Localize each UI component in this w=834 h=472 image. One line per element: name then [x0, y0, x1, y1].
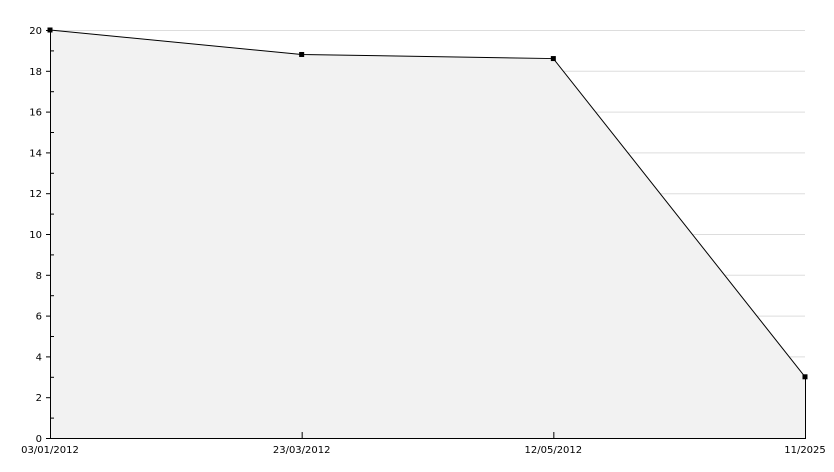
x-tick-label: 11/2025	[784, 445, 826, 456]
area-fill	[50, 30, 805, 438]
y-tick-label: 16	[29, 108, 42, 119]
y-tick-label: 2	[36, 393, 42, 404]
y-tick-label: 10	[29, 230, 42, 241]
y-tick-label: 12	[29, 189, 42, 200]
data-point	[47, 27, 53, 33]
data-point	[802, 374, 808, 380]
y-tick-label: 0	[36, 434, 42, 445]
x-tick-label: 23/03/2012	[273, 445, 331, 456]
data-point	[299, 51, 305, 57]
x-tick-label: 12/05/2012	[525, 445, 583, 456]
data-point	[550, 56, 556, 62]
y-tick-label: 6	[36, 312, 42, 323]
y-tick-label: 4	[36, 352, 42, 363]
y-tick-label: 8	[36, 271, 42, 282]
series-line	[49, 29, 806, 378]
y-tick-label: 20	[29, 26, 42, 37]
y-tick-label: 18	[29, 67, 42, 78]
y-tick-label: 14	[29, 148, 42, 159]
x-tick-label: 03/01/2012	[21, 445, 79, 456]
